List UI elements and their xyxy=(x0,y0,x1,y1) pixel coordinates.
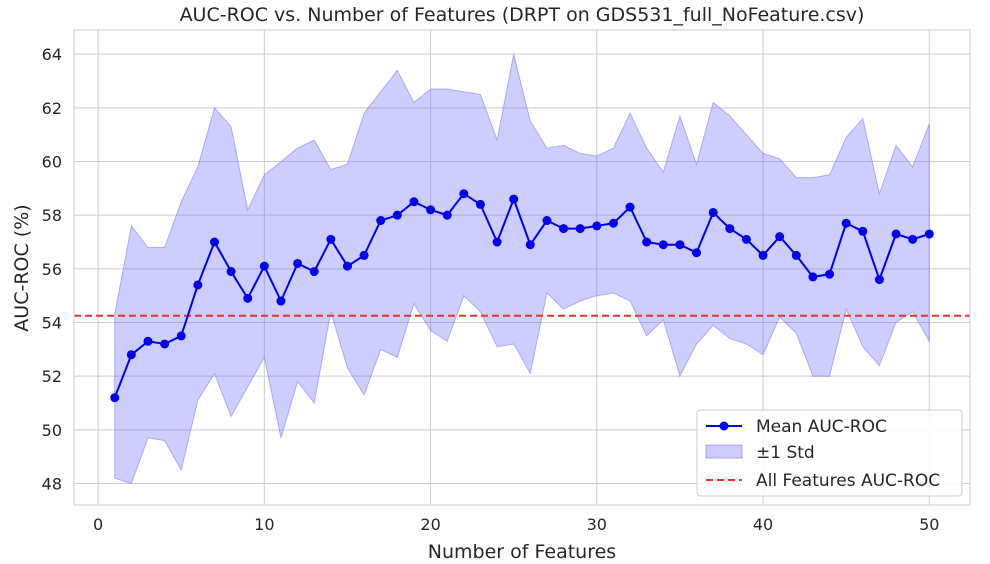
mean-point xyxy=(725,224,735,234)
mean-point xyxy=(442,210,452,220)
legend-reference-label: All Features AUC-ROC xyxy=(756,471,940,491)
mean-point xyxy=(758,250,768,260)
mean-point xyxy=(342,261,352,271)
grid xyxy=(74,30,970,505)
mean-point xyxy=(858,226,868,236)
mean-point xyxy=(359,250,369,260)
x-tick-label: 0 xyxy=(93,515,103,534)
x-tick-label: 50 xyxy=(919,515,939,534)
legend-std-label: ±1 Std xyxy=(756,443,815,463)
mean-point xyxy=(492,237,502,247)
mean-point xyxy=(409,197,419,207)
mean-point xyxy=(692,248,702,258)
mean-point xyxy=(475,199,485,209)
y-tick-label: 54 xyxy=(42,314,62,333)
y-tick-label: 62 xyxy=(42,99,62,118)
x-tick-labels: 0 10 20 30 40 50 xyxy=(93,515,939,534)
x-tick-label: 30 xyxy=(587,515,607,534)
mean-point xyxy=(874,275,884,285)
y-tick-label: 56 xyxy=(42,260,62,279)
mean-point xyxy=(226,267,236,277)
mean-point xyxy=(392,210,402,220)
mean-point xyxy=(924,229,934,239)
std-band-layer xyxy=(114,54,930,485)
mean-point xyxy=(575,224,585,234)
y-tick-label: 60 xyxy=(42,152,62,171)
y-tick-labels: 48 50 52 54 56 58 60 62 64 xyxy=(42,45,62,493)
mean-point xyxy=(426,205,436,215)
mean-point xyxy=(542,216,552,226)
mean-point xyxy=(293,258,303,268)
legend-box xyxy=(696,409,963,497)
mean-point xyxy=(176,331,186,341)
mean-point xyxy=(110,393,120,403)
mean-point xyxy=(243,293,253,303)
legend-mean-label: Mean AUC-ROC xyxy=(756,417,887,437)
y-tick-label: 50 xyxy=(42,421,62,440)
mean-point xyxy=(775,232,785,242)
legend-mean-marker-swatch xyxy=(719,421,729,431)
mean-point xyxy=(658,240,668,250)
x-tick-label: 40 xyxy=(753,515,773,534)
plot-frame xyxy=(73,29,971,506)
mean-point xyxy=(825,269,835,279)
mean-point xyxy=(891,229,901,239)
mean-point xyxy=(791,250,801,260)
y-tick-label: 52 xyxy=(42,367,62,386)
mean-point xyxy=(193,280,203,290)
mean-point xyxy=(525,240,535,250)
chart-title: AUC-ROC vs. Number of Features (DRPT on … xyxy=(180,4,865,26)
mean-point xyxy=(126,350,136,360)
x-axis-label: Number of Features xyxy=(428,541,616,563)
mean-point xyxy=(276,296,286,306)
mean-point xyxy=(592,221,602,231)
x-tick-label: 10 xyxy=(254,515,274,534)
y-tick-label: 58 xyxy=(42,206,62,225)
mean-point xyxy=(309,267,319,277)
mean-points-layer xyxy=(110,189,934,403)
y-axis-label: AUC-ROC (%) xyxy=(11,204,33,331)
x-tick-label: 20 xyxy=(420,515,440,534)
y-tick-label: 48 xyxy=(42,475,62,494)
mean-point xyxy=(841,218,851,228)
legend-std-swatch xyxy=(705,444,743,459)
mean-point xyxy=(326,234,336,244)
mean-point xyxy=(209,237,219,247)
mean-point xyxy=(160,339,170,349)
mean-point xyxy=(642,237,652,247)
mean-point xyxy=(559,224,569,234)
std-band xyxy=(114,54,930,485)
mean-point xyxy=(376,216,386,226)
mean-point xyxy=(509,194,519,204)
legend: Mean AUC-ROC ±1 Std All Features AUC-ROC xyxy=(696,409,963,497)
mean-point xyxy=(708,207,718,217)
mean-point xyxy=(908,234,918,244)
mean-point xyxy=(808,272,818,282)
mean-point xyxy=(625,202,635,212)
mean-point xyxy=(459,189,469,199)
mean-point xyxy=(608,218,618,228)
y-tick-label: 64 xyxy=(42,45,62,64)
mean-point xyxy=(259,261,269,271)
mean-point xyxy=(741,234,751,244)
mean-point xyxy=(143,336,153,346)
mean-point xyxy=(675,240,685,250)
